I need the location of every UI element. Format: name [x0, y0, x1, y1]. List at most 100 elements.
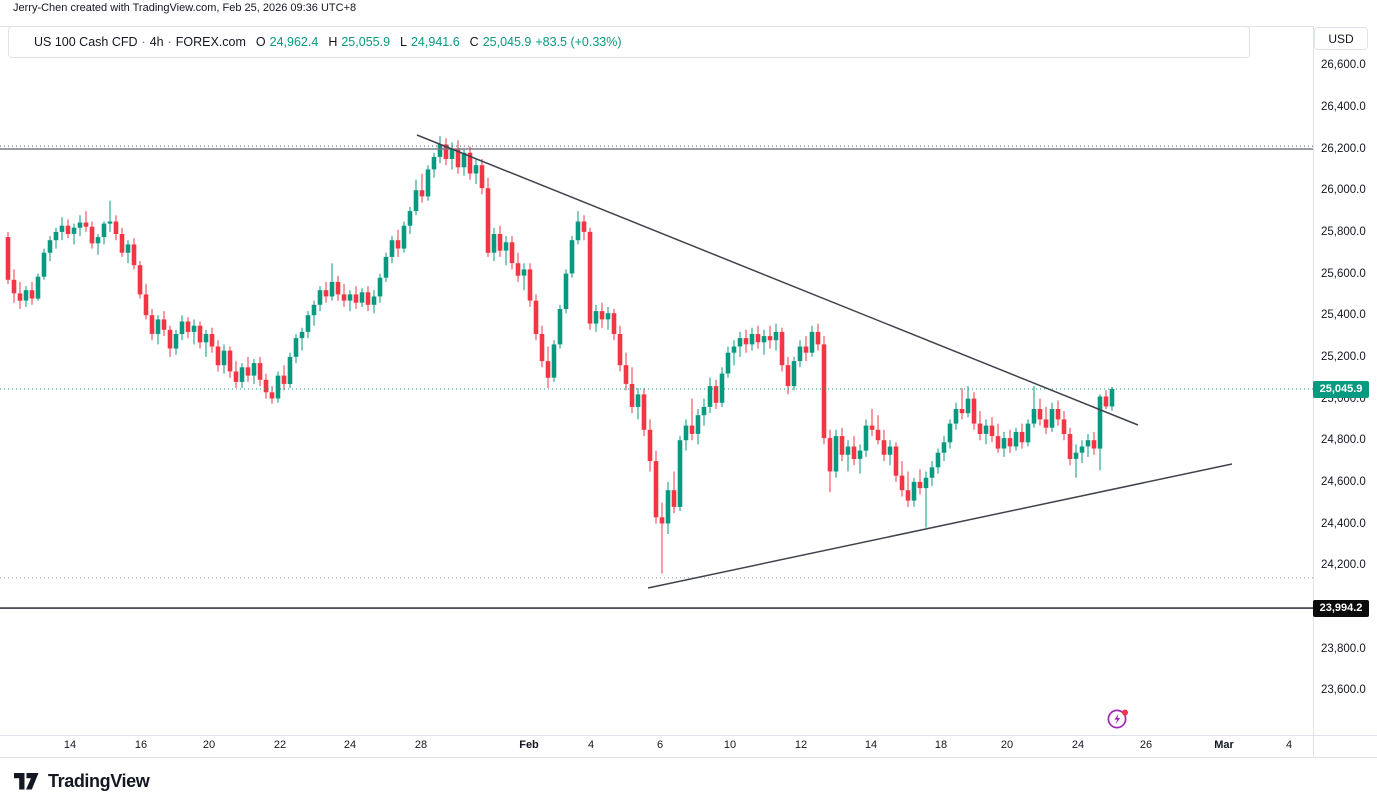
time-axis-label: 20 [202, 739, 216, 751]
tradingview-logo-mark [14, 773, 39, 790]
candle [41, 248, 47, 280]
price-axis-label: 25,800.0 [1321, 226, 1366, 238]
close-value: 25,045.9 [482, 35, 532, 49]
candle [1061, 411, 1067, 441]
time-axis-label: 28 [414, 739, 428, 751]
candle [635, 388, 641, 420]
candle [89, 221, 95, 249]
candle [929, 461, 935, 487]
candle [395, 229, 401, 257]
candle [173, 329, 179, 355]
candle [479, 159, 485, 195]
candle [1013, 427, 1019, 451]
change-value: +83.5 (+0.33%) [535, 35, 622, 49]
candle [455, 140, 461, 174]
candle [407, 206, 413, 234]
candle [899, 461, 905, 497]
candle [497, 225, 503, 257]
hline-price-badge: 23,994.2 [1313, 600, 1369, 617]
time-axis-label: 10 [723, 739, 737, 751]
candle [263, 373, 269, 399]
candle [299, 327, 305, 351]
candle [1103, 390, 1109, 409]
candle [425, 165, 431, 201]
candle [65, 219, 71, 239]
candle [827, 429, 833, 493]
candle [383, 252, 389, 282]
candle [23, 286, 29, 307]
candle [605, 306, 611, 330]
candle [935, 448, 941, 474]
candle [1025, 419, 1031, 447]
candle [77, 215, 83, 237]
candle [503, 236, 509, 266]
candle [563, 269, 569, 314]
candle [1073, 444, 1079, 478]
trendline-drawing[interactable] [647, 463, 1233, 589]
candle [1049, 402, 1055, 432]
candle [251, 359, 257, 384]
candle [809, 325, 815, 357]
candle [509, 236, 515, 270]
price-axis-label: 24,800.0 [1321, 434, 1366, 446]
candle [107, 200, 113, 232]
candle [641, 388, 647, 437]
candle [575, 211, 581, 245]
candle [1067, 427, 1073, 466]
price-axis-label: 23,800.0 [1321, 643, 1366, 655]
candle [701, 398, 707, 426]
candle [257, 356, 263, 387]
candle [293, 334, 299, 364]
candle [233, 361, 239, 389]
candle [71, 223, 77, 245]
candle [797, 340, 803, 368]
candle [659, 502, 665, 574]
candle [1019, 423, 1025, 449]
low-letter: L [400, 35, 407, 49]
price-axis-label: 26,000.0 [1321, 184, 1366, 196]
candle [413, 179, 419, 216]
close-letter: C [469, 35, 479, 49]
time-axis-label: 14 [864, 739, 878, 751]
candle [359, 288, 365, 307]
candle [137, 261, 143, 299]
candle [869, 409, 875, 437]
candle [167, 325, 173, 357]
candle [59, 217, 65, 241]
candle [767, 325, 773, 349]
candle [239, 363, 245, 389]
open-value: 24,962.4 [269, 35, 319, 49]
candle [863, 419, 869, 457]
candle [1085, 434, 1091, 457]
candle [845, 440, 851, 472]
candle [197, 321, 203, 349]
candle [533, 294, 539, 341]
candle [1091, 431, 1097, 455]
candle [245, 356, 251, 382]
candle [419, 173, 425, 203]
tradingview-logo[interactable]: TradingView [14, 771, 150, 792]
candle [887, 440, 893, 466]
legend-separator: · [141, 35, 146, 49]
currency-button[interactable]: USD [1314, 27, 1368, 50]
candle [491, 227, 497, 262]
candle [17, 281, 23, 309]
time-axis-label: Mar [1214, 739, 1234, 751]
chart-bottom-border [0, 757, 1377, 758]
candle [347, 290, 353, 312]
candle [881, 429, 887, 462]
candle [665, 481, 671, 534]
time-axis-label: 16 [134, 739, 148, 751]
candle [155, 315, 161, 345]
candle [857, 444, 863, 474]
legend-separator: · [167, 35, 172, 49]
candle [803, 336, 809, 362]
symbol-legend[interactable]: US 100 Cash CFD · 4h · FOREX.com O 24,96… [8, 26, 1250, 58]
lightning-events-icon[interactable] [1105, 706, 1131, 732]
candle [5, 231, 11, 284]
time-axis-label: 24 [343, 739, 357, 751]
trendline-drawing[interactable] [416, 134, 1139, 426]
candle [587, 227, 593, 330]
attribution-text: Jerry-Chen created with TradingView.com,… [13, 2, 357, 14]
